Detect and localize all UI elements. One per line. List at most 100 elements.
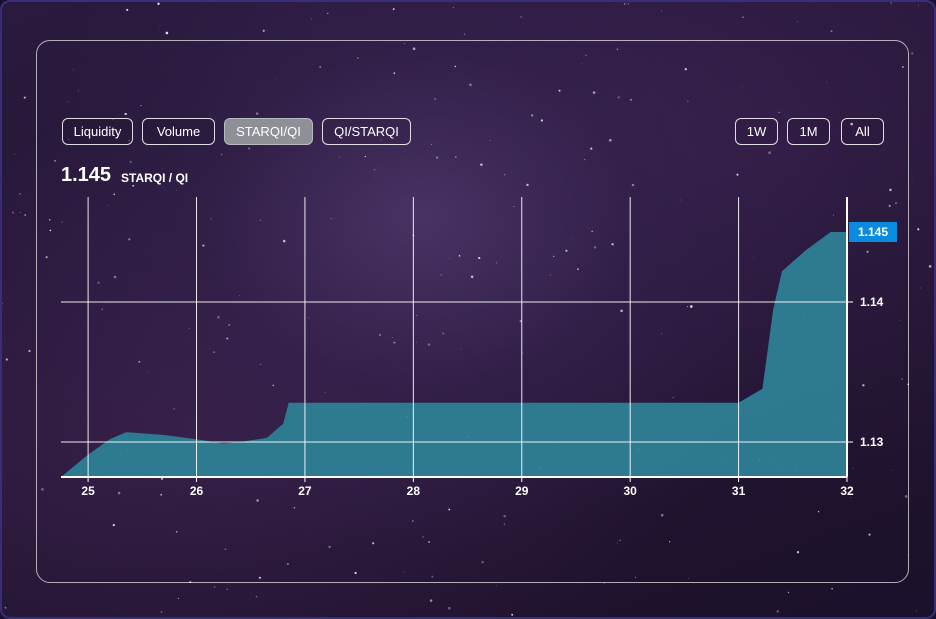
star [112, 523, 115, 527]
star [319, 65, 322, 68]
star [160, 493, 163, 496]
star [635, 576, 637, 578]
star [175, 530, 178, 533]
star [549, 274, 551, 276]
star [888, 204, 891, 207]
star [4, 606, 7, 609]
x-tick-label: 26 [190, 484, 204, 498]
star [356, 57, 359, 59]
star [817, 510, 820, 513]
star [354, 571, 357, 575]
star [412, 520, 414, 522]
star [210, 218, 212, 220]
star [393, 341, 396, 344]
star [558, 89, 561, 92]
star [403, 571, 405, 573]
star [19, 211, 21, 213]
star [157, 2, 160, 6]
star [787, 591, 790, 594]
tab-liquidity[interactable]: Liquidity [62, 118, 133, 145]
star [128, 238, 131, 241]
tab-qi-starqi[interactable]: QI/STARQI [322, 118, 411, 145]
star [393, 72, 396, 75]
x-tick-label: 28 [407, 484, 421, 498]
star [778, 111, 780, 114]
star [904, 495, 908, 498]
star [470, 275, 474, 279]
star [379, 334, 381, 336]
star [620, 309, 623, 313]
star [513, 206, 515, 207]
star [311, 18, 312, 20]
star [901, 378, 903, 380]
star [138, 360, 141, 363]
x-tick-label: 31 [732, 484, 746, 498]
star [736, 173, 739, 176]
star [28, 349, 31, 353]
star [173, 408, 175, 410]
star [217, 315, 220, 319]
star [434, 98, 436, 100]
star [19, 192, 21, 195]
star [684, 68, 687, 71]
range-all-button[interactable]: All [841, 118, 884, 145]
x-tick-label: 29 [515, 484, 529, 498]
star [431, 143, 433, 145]
star [826, 81, 827, 83]
star [293, 506, 296, 509]
star [522, 352, 524, 354]
star [899, 320, 901, 321]
star [591, 230, 593, 233]
star [380, 139, 382, 141]
star [448, 508, 451, 511]
star [159, 24, 161, 26]
star [5, 358, 8, 361]
star [868, 533, 871, 536]
star [117, 491, 121, 495]
star [256, 499, 259, 502]
star [866, 250, 869, 254]
star [463, 33, 466, 35]
star [67, 101, 69, 103]
y-tick-label: 1.14 [860, 295, 884, 309]
star [97, 281, 100, 284]
star [440, 274, 442, 276]
star [672, 397, 674, 399]
star [147, 371, 148, 373]
star [202, 244, 205, 247]
star [228, 324, 231, 327]
star [631, 183, 635, 187]
range-1w-button[interactable]: 1W [735, 118, 778, 145]
x-tick-label: 27 [298, 484, 312, 498]
star [616, 542, 618, 544]
star [585, 54, 587, 57]
star [373, 177, 375, 178]
x-tick-label: 30 [623, 484, 637, 498]
chart-panel [36, 40, 909, 583]
star [259, 219, 262, 221]
star [481, 560, 484, 564]
current-price-value: 1.145 [61, 164, 112, 186]
star [160, 611, 163, 613]
star [616, 48, 619, 51]
star [364, 155, 366, 158]
star [11, 211, 14, 214]
star [630, 98, 632, 101]
star [572, 239, 574, 241]
star [928, 265, 932, 268]
star [660, 10, 662, 12]
star [220, 153, 223, 156]
star [373, 168, 376, 171]
star [422, 536, 424, 538]
tab-volume[interactable]: Volume [142, 118, 215, 145]
star [226, 588, 228, 590]
tab-starqi-qi[interactable]: STARQI/QI [224, 118, 313, 145]
star [689, 305, 693, 308]
star [140, 105, 142, 107]
star [915, 610, 918, 612]
star [452, 7, 454, 9]
range-1m-button[interactable]: 1M [787, 118, 830, 145]
star [913, 111, 915, 113]
